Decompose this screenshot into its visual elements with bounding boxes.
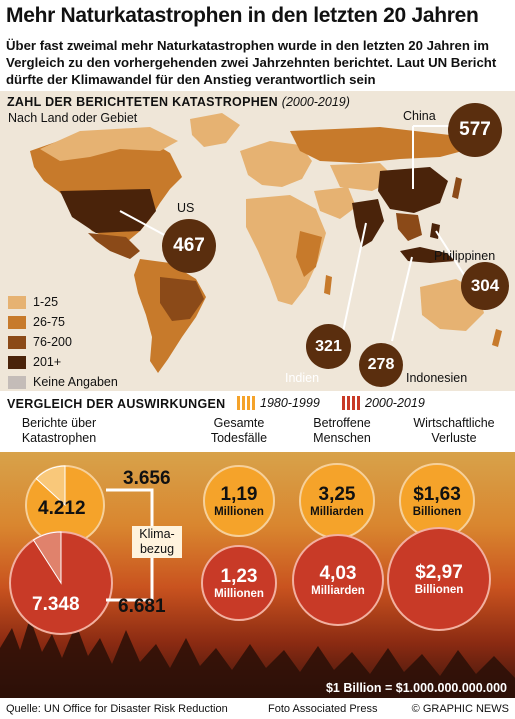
losses-new-circle: $2,97 Billionen xyxy=(387,527,491,631)
losses-old-circle: $1,63 Billionen xyxy=(399,463,475,539)
map-middle-east xyxy=(314,187,356,219)
map-greenland xyxy=(190,113,240,147)
map-madagascar xyxy=(324,275,332,295)
footer-brand: © GRAPHIC NEWS xyxy=(411,703,509,715)
affected-old-value: 3,25 xyxy=(318,483,356,505)
legend-label: Keine Angaben xyxy=(33,375,118,389)
legend-label: 201+ xyxy=(33,355,62,369)
legend-item: 26-75 xyxy=(8,312,118,332)
reports-old-climate: 3.656 xyxy=(123,468,171,489)
deaths-new-unit: Millionen xyxy=(214,587,264,600)
map-indonesia xyxy=(400,247,456,263)
legend-item: 1-25 xyxy=(8,292,118,312)
pie-old-non-climate-slice xyxy=(35,465,66,507)
map-southeast-asia xyxy=(396,213,422,241)
deaths-new-circle: 1,23 Millionen xyxy=(201,545,277,621)
key-old-swatch xyxy=(237,396,255,410)
pie-reports-new xyxy=(9,531,113,635)
col-label-deaths: Gesamte Todesfälle xyxy=(210,416,268,445)
page-title: Mehr Naturkatastrophen in den letzten 20… xyxy=(6,4,479,27)
col-label-losses: Wirtschaftliche Verluste xyxy=(413,416,495,445)
map-india xyxy=(352,199,384,247)
bubble-philippinen: 304 xyxy=(461,262,509,310)
key-old-label: 1980-1999 xyxy=(260,396,320,410)
key-new-label: 2000-2019 xyxy=(365,396,425,410)
label-philippinen: Philippinen xyxy=(434,249,496,263)
map-japan xyxy=(452,177,462,199)
map-us xyxy=(60,189,156,233)
pie-new-non-climate-slice xyxy=(32,531,62,585)
reports-new-total: 7.348 xyxy=(32,594,80,615)
legend-swatch-4 xyxy=(8,355,26,369)
deaths-old-unit: Millionen xyxy=(214,505,264,518)
losses-old-value: $1,63 xyxy=(413,483,461,505)
losses-new-unit: Billionen xyxy=(414,583,464,596)
legend-item: 201+ xyxy=(8,352,118,372)
affected-new-unit: Milliarden xyxy=(311,584,365,597)
key-new-swatch xyxy=(342,396,360,410)
comparison-heading: Vergleich der Auswirkungen xyxy=(7,397,226,411)
reports-new-climate: 6.681 xyxy=(118,596,166,617)
map-brazil xyxy=(160,277,204,321)
reports-old-total: 4.212 xyxy=(38,498,86,519)
label-china: China xyxy=(403,109,436,123)
billion-note: $1 Billion = $1.000.000.000.000 xyxy=(325,681,507,695)
legend-label: 26-75 xyxy=(33,315,65,329)
map-heading: Zahl der berichteten Katastrophen (2000-… xyxy=(7,95,350,109)
legend-item: 76-200 xyxy=(8,332,118,352)
label-indien: Indien xyxy=(285,371,320,385)
map-mexico xyxy=(88,233,140,259)
climate-label: Klima-bezug xyxy=(132,526,182,558)
map-subheading: Nach Land oder Gebiet xyxy=(8,111,138,125)
world-map xyxy=(30,113,502,373)
map-legend: 1-25 26-75 76-200 201+ Keine Angaben xyxy=(8,292,118,391)
key-old: 1980-1999 xyxy=(237,395,320,411)
map-russia xyxy=(290,127,470,163)
footer: Quelle: UN Office for Disaster Risk Redu… xyxy=(0,699,515,719)
legend-swatch-2 xyxy=(8,315,26,329)
affected-old-circle: 3,25 Milliarden xyxy=(299,463,375,539)
intro-text: Über fast zweimal mehr Naturkatastrophen… xyxy=(6,38,497,87)
map-europe xyxy=(240,141,312,187)
map-period: (2000-2019) xyxy=(281,95,350,109)
tree-silhouettes xyxy=(0,618,515,698)
key-new: 2000-2019 xyxy=(342,395,425,411)
bubble-us: 467 xyxy=(162,219,216,273)
map-canada xyxy=(40,127,178,161)
deaths-old-value: 1,19 xyxy=(220,483,258,505)
footer-source: Quelle: UN Office for Disaster Risk Redu… xyxy=(6,703,228,715)
losses-old-unit: Billionen xyxy=(412,505,462,518)
map-africa xyxy=(246,195,326,305)
pie-reports-old xyxy=(25,465,105,545)
bubble-china: 577 xyxy=(448,103,502,157)
map-africa-east xyxy=(296,231,322,277)
bubble-indien: 321 xyxy=(306,324,351,369)
losses-new-value: $2,97 xyxy=(415,561,463,583)
col-label-affected: Betroffene Menschen xyxy=(313,416,371,445)
legend-swatch-1 xyxy=(8,295,26,309)
label-us: US xyxy=(177,201,195,215)
footer-photo: Foto Associated Press xyxy=(268,703,378,715)
label-indonesien: Indonesien xyxy=(406,371,468,385)
legend-item: Keine Angaben xyxy=(8,372,118,391)
affected-new-value: 4,03 xyxy=(319,562,357,584)
affected-new-circle: 4,03 Milliarden xyxy=(292,534,384,626)
legend-label: 76-200 xyxy=(33,335,72,349)
deaths-new-value: 1,23 xyxy=(220,565,258,587)
map-china xyxy=(378,167,448,213)
map-heading-text: Zahl der berichteten Katastrophen xyxy=(7,95,279,109)
bubble-indonesien: 278 xyxy=(359,343,403,387)
col-label-reports: Berichte über Katastrophen xyxy=(21,416,97,445)
deaths-old-circle: 1,19 Millionen xyxy=(203,465,275,537)
affected-old-unit: Milliarden xyxy=(310,505,364,518)
map-new-zealand xyxy=(492,329,502,347)
legend-swatch-5 xyxy=(8,375,26,389)
legend-swatch-3 xyxy=(8,335,26,349)
legend-label: 1-25 xyxy=(33,295,59,309)
map-panel: Zahl der berichteten Katastrophen (2000-… xyxy=(0,91,515,391)
